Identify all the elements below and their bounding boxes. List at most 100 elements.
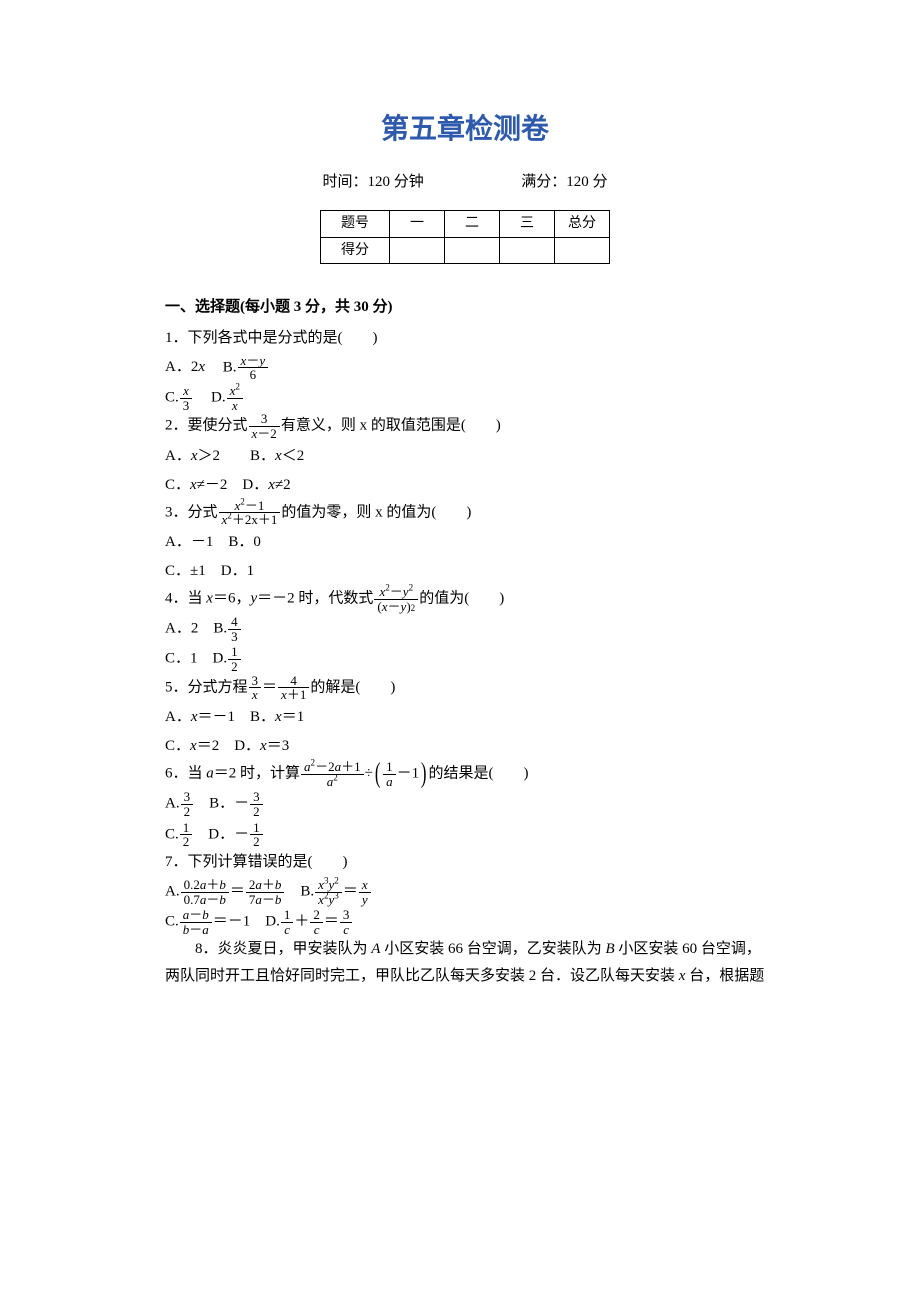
q3-row1: A．－1 B．0 bbox=[165, 529, 765, 556]
q7-A-rfrac: 2a＋b7a－b bbox=[246, 878, 285, 906]
score-cell: 三 bbox=[500, 211, 555, 237]
q2-pre: 2．要使分式 bbox=[165, 418, 248, 434]
question-5: 5．分式方程3x＝4x＋1的解是( ) bbox=[165, 674, 765, 702]
q1-options-row2: C.x3 D.x2x bbox=[165, 384, 765, 412]
time-label: 时间： bbox=[322, 174, 367, 190]
question-7: 7．下列计算错误的是( ) bbox=[165, 849, 765, 876]
chapter-title: 第五章检测卷 bbox=[165, 105, 765, 155]
q6-frac1: a2－2a＋1a2 bbox=[301, 760, 364, 788]
q1-optC-frac: x3 bbox=[180, 384, 193, 412]
section-head: 一、选择题(每小题 3 分，共 30 分) bbox=[165, 294, 765, 321]
q5-lfrac: 3x bbox=[249, 674, 262, 702]
q1-optD-frac: x2x bbox=[227, 384, 243, 412]
q7-D3-frac: 3c bbox=[340, 908, 353, 936]
score-cell bbox=[445, 237, 500, 263]
q7-B-lfrac: x3y2x2y3 bbox=[315, 878, 342, 906]
q6-pre: 6．当 a＝2 时，计算 bbox=[165, 766, 300, 782]
score-cell bbox=[500, 237, 555, 263]
q7-B-pre: B. bbox=[285, 883, 314, 899]
q1-optB: B.x－y6 bbox=[223, 354, 269, 382]
q5-post: 的解是( ) bbox=[310, 679, 395, 695]
q3-frac: x2－1x2＋2x＋1 bbox=[219, 499, 281, 527]
q7-A-pre: A. bbox=[165, 883, 180, 899]
meta-line: 时间：120 分钟 满分：120 分 bbox=[165, 169, 765, 196]
question-1: 1．下列各式中是分式的是( ) bbox=[165, 325, 765, 352]
q4-pre: 4．当 x＝6，y＝－2 时，代数式 bbox=[165, 590, 373, 606]
q6-optC-frac: 12 bbox=[180, 821, 193, 849]
q4-post: 的值为( ) bbox=[419, 590, 504, 606]
q4-row2: C．1 D.12 bbox=[165, 645, 765, 673]
q1-optA: A．2x bbox=[165, 354, 205, 381]
lparen-icon: ( bbox=[375, 760, 381, 788]
q6-optD-pre: D．－ bbox=[193, 826, 249, 842]
q1-options-row1: A．2x B.x－y6 bbox=[165, 354, 765, 382]
time-value: 120 分钟 bbox=[367, 174, 423, 190]
q6-post: 的结果是( ) bbox=[429, 766, 529, 782]
q6-optB-pre: B．－ bbox=[194, 796, 249, 812]
q6-optA-frac: 32 bbox=[181, 790, 194, 818]
q4-optB-frac: 43 bbox=[228, 615, 241, 643]
q2-row2: C．x≠－2 D．x≠2 bbox=[165, 472, 765, 499]
q4-frac: x2－y2(x－y)2 bbox=[374, 585, 418, 613]
q7-D-eq: ＝ bbox=[324, 914, 339, 930]
q3-pre: 3．分式 bbox=[165, 504, 218, 520]
score-cell: 二 bbox=[445, 211, 500, 237]
q7-B-eq: ＝ bbox=[343, 883, 358, 899]
question-8-line2: 两队同时开工且恰好同时完工，甲队比乙队每天多安装 2 台．设乙队每天安装 x 台… bbox=[165, 963, 765, 990]
score-cell bbox=[390, 237, 445, 263]
question-6: 6．当 a＝2 时，计算a2－2a＋1a2÷(1a－1)的结果是( ) bbox=[165, 760, 765, 788]
q1-optD-pre: D. bbox=[211, 390, 226, 406]
question-4: 4．当 x＝6，y＝－2 时，代数式x2－y2(x－y)2的值为( ) bbox=[165, 585, 765, 613]
q6-frac2: 1a bbox=[383, 760, 396, 788]
q7-A-lfrac: 0.2a＋b0.7a－b bbox=[181, 878, 229, 906]
q1-optB-frac: x－y6 bbox=[238, 354, 269, 382]
q2-post: 有意义，则 x 的取值范围是( ) bbox=[281, 418, 501, 434]
question-8-line1: 8．炎炎夏日，甲安装队为 A 小区安装 66 台空调，乙安装队为 B 小区安装 … bbox=[165, 936, 765, 963]
q7-C-eq: ＝－1 bbox=[213, 914, 251, 930]
q1-optC-pre: C. bbox=[165, 390, 179, 406]
q5-rfrac: 4x＋1 bbox=[278, 674, 309, 702]
q2-frac: 3x－2 bbox=[249, 412, 280, 440]
q6-div: ÷ bbox=[365, 766, 373, 782]
q5-row1: A．x＝－1 B．x＝1 bbox=[165, 704, 765, 731]
q7-B-rfrac: xy bbox=[359, 878, 371, 906]
q5-eq: ＝ bbox=[262, 679, 277, 695]
question-2: 2．要使分式3x－2有意义，则 x 的取值范围是( ) bbox=[165, 412, 765, 440]
q7-D-plus: ＋ bbox=[294, 914, 309, 930]
q7-A-eq: ＝ bbox=[230, 883, 245, 899]
q4-optA: A．2 B. bbox=[165, 621, 227, 637]
q4-row1: A．2 B.43 bbox=[165, 615, 765, 643]
q6-row2: C.12 D．－12 bbox=[165, 821, 765, 849]
q5-row2: C．x＝2 D．x＝3 bbox=[165, 733, 765, 760]
q1-optA-text: A．2 bbox=[165, 359, 198, 375]
q1-optB-pre: B. bbox=[223, 359, 237, 375]
rparen-icon: ) bbox=[421, 760, 427, 788]
score-cell bbox=[555, 237, 610, 263]
full-value: 120 分 bbox=[566, 174, 607, 190]
q6-row1: A.32 B．－32 bbox=[165, 790, 765, 818]
q3-row2: C．±1 D．1 bbox=[165, 558, 765, 585]
q2-row1: A．x＞2 B．x＜2 bbox=[165, 443, 765, 470]
q6-optC-pre: C. bbox=[165, 826, 179, 842]
score-cell: 一 bbox=[390, 211, 445, 237]
q1-stem: 1．下列各式中是分式的是( ) bbox=[165, 330, 378, 346]
q6-optD-frac: 12 bbox=[250, 821, 263, 849]
score-cell: 总分 bbox=[555, 211, 610, 237]
q4-optD-frac: 12 bbox=[228, 645, 241, 673]
q7-row2: C.a－bb－a＝－1 D.1c＋2c＝3c bbox=[165, 908, 765, 936]
table-row: 题号 一 二 三 总分 bbox=[321, 211, 610, 237]
q6-optA-pre: A. bbox=[165, 796, 180, 812]
score-cell: 得分 bbox=[321, 237, 390, 263]
q1-optD: D.x2x bbox=[211, 384, 244, 412]
q6-minus1: －1 bbox=[397, 766, 420, 782]
q6-optB-frac: 32 bbox=[250, 790, 263, 818]
q3-post: 的值为零，则 x 的值为( ) bbox=[281, 504, 471, 520]
table-row: 得分 bbox=[321, 237, 610, 263]
q7-D-pre: D. bbox=[250, 914, 280, 930]
q5-pre: 5．分式方程 bbox=[165, 679, 248, 695]
q7-D2-frac: 2c bbox=[310, 908, 323, 936]
q7-C-pre: C. bbox=[165, 914, 179, 930]
q7-C-frac: a－bb－a bbox=[180, 908, 212, 936]
question-3: 3．分式x2－1x2＋2x＋1的值为零，则 x 的值为( ) bbox=[165, 499, 765, 527]
page: 第五章检测卷 时间：120 分钟 满分：120 分 题号 一 二 三 总分 得分… bbox=[0, 0, 920, 1302]
